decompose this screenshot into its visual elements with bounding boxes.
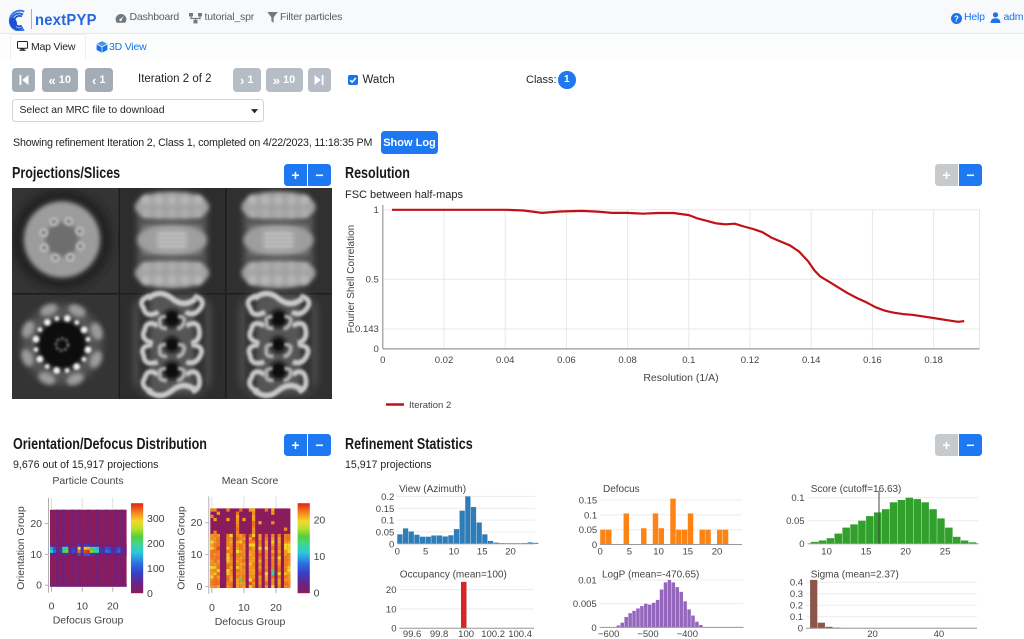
svg-text:0: 0: [389, 539, 394, 550]
svg-text:Mean Score: Mean Score: [222, 475, 279, 487]
svg-text:0.1: 0.1: [584, 510, 597, 521]
svg-text:Iteration 2: Iteration 2: [409, 400, 451, 411]
svg-text:0.15: 0.15: [376, 504, 395, 515]
svg-text:99.8: 99.8: [430, 629, 449, 639]
svg-text:100: 100: [458, 629, 474, 639]
svg-text:0.1: 0.1: [381, 516, 394, 527]
svg-text:10: 10: [653, 547, 664, 558]
svg-text:0.06: 0.06: [557, 355, 576, 366]
svg-text:10: 10: [238, 602, 250, 614]
svg-text:Orientation Group: Orientation Group: [15, 506, 27, 590]
svg-text:10: 10: [30, 549, 42, 561]
svg-text:0.4: 0.4: [790, 578, 803, 589]
svg-text:10: 10: [449, 547, 460, 558]
svg-text:0.2: 0.2: [381, 492, 394, 503]
svg-text:100.4: 100.4: [508, 629, 532, 639]
svg-text:0.16: 0.16: [863, 355, 882, 366]
svg-text:5: 5: [627, 547, 632, 558]
svg-text:Defocus Group: Defocus Group: [53, 615, 124, 627]
svg-text:Occupancy (mean=100): Occupancy (mean=100): [400, 570, 507, 581]
svg-text:0.12: 0.12: [741, 355, 760, 366]
svg-text:0.04: 0.04: [496, 355, 515, 366]
svg-text:0.14: 0.14: [802, 355, 821, 366]
svg-text:Particle Counts: Particle Counts: [52, 475, 123, 487]
svg-text:−600: −600: [598, 629, 619, 639]
svg-text:15: 15: [477, 547, 488, 558]
svg-text:0.005: 0.005: [573, 599, 597, 610]
svg-text:Fourier Shell Correlation: Fourier Shell Correlation: [346, 225, 357, 333]
svg-text:0: 0: [36, 580, 42, 592]
svg-text:0.1: 0.1: [790, 612, 803, 623]
svg-text:0: 0: [391, 624, 396, 635]
svg-text:0: 0: [374, 344, 379, 355]
svg-text:20: 20: [505, 547, 516, 558]
svg-text:0.143: 0.143: [355, 324, 379, 335]
svg-text:?: ?: [954, 14, 959, 23]
svg-text:0: 0: [799, 539, 804, 550]
svg-text:Defocus: Defocus: [603, 484, 640, 495]
svg-text:99.6: 99.6: [403, 629, 422, 639]
svg-text:View (Azimuth): View (Azimuth): [399, 484, 466, 495]
svg-text:0: 0: [591, 623, 596, 634]
svg-text:0: 0: [147, 588, 153, 600]
svg-text:100: 100: [147, 563, 165, 575]
svg-text:0.05: 0.05: [579, 525, 598, 536]
svg-text:Defocus Group: Defocus Group: [215, 616, 286, 628]
svg-text:0.02: 0.02: [435, 355, 454, 366]
svg-text:Resolution (1/A): Resolution (1/A): [643, 372, 718, 384]
svg-text:0: 0: [592, 540, 597, 551]
svg-text:0.2: 0.2: [790, 601, 803, 612]
svg-text:40: 40: [934, 629, 945, 639]
svg-text:20: 20: [270, 602, 282, 614]
svg-text:0.01: 0.01: [578, 576, 597, 587]
svg-text:5: 5: [423, 547, 428, 558]
svg-text:10: 10: [314, 551, 326, 563]
svg-text:−500: −500: [637, 629, 658, 639]
svg-text:0.1: 0.1: [791, 493, 804, 504]
svg-text:0: 0: [798, 624, 803, 635]
svg-text:0.3: 0.3: [790, 589, 803, 600]
svg-text:20: 20: [314, 515, 326, 527]
svg-text:10: 10: [821, 547, 832, 558]
svg-text:−400: −400: [677, 629, 698, 639]
svg-text:0: 0: [49, 601, 55, 613]
svg-text:1: 1: [374, 205, 379, 216]
svg-text:200: 200: [147, 538, 165, 550]
svg-text:Sigma (mean=2.37): Sigma (mean=2.37): [811, 570, 899, 581]
svg-text:15: 15: [683, 547, 694, 558]
svg-text:25: 25: [940, 547, 951, 558]
svg-text:20: 20: [191, 517, 203, 529]
svg-text:10: 10: [386, 604, 397, 615]
svg-text:0: 0: [196, 581, 202, 593]
svg-text:20: 20: [107, 601, 119, 613]
svg-text:Orientation Group: Orientation Group: [175, 506, 187, 590]
svg-text:10: 10: [191, 549, 203, 561]
svg-text:20: 20: [30, 518, 42, 530]
svg-text:0: 0: [395, 547, 400, 558]
svg-text:0.15: 0.15: [579, 496, 598, 507]
svg-text:10: 10: [76, 601, 88, 613]
svg-text:0: 0: [209, 602, 215, 614]
svg-text:20: 20: [386, 585, 397, 596]
svg-text:0.08: 0.08: [618, 355, 637, 366]
svg-text:0.5: 0.5: [366, 274, 379, 285]
svg-text:20: 20: [867, 629, 878, 639]
svg-text:300: 300: [147, 513, 165, 525]
svg-text:0: 0: [598, 547, 603, 558]
svg-text:15: 15: [861, 547, 872, 558]
svg-text:Score (cutoff=16.63): Score (cutoff=16.63): [811, 484, 902, 495]
svg-text:0.18: 0.18: [924, 355, 943, 366]
svg-text:0.05: 0.05: [786, 516, 805, 527]
svg-text:0: 0: [314, 588, 320, 600]
svg-text:LogP (mean=-470.65): LogP (mean=-470.65): [602, 570, 699, 581]
svg-text:100.2: 100.2: [481, 629, 505, 639]
svg-text:20: 20: [712, 547, 723, 558]
svg-text:20: 20: [900, 547, 911, 558]
svg-text:0: 0: [380, 355, 385, 366]
svg-text:0.1: 0.1: [682, 355, 695, 366]
svg-text:0.05: 0.05: [376, 527, 395, 538]
